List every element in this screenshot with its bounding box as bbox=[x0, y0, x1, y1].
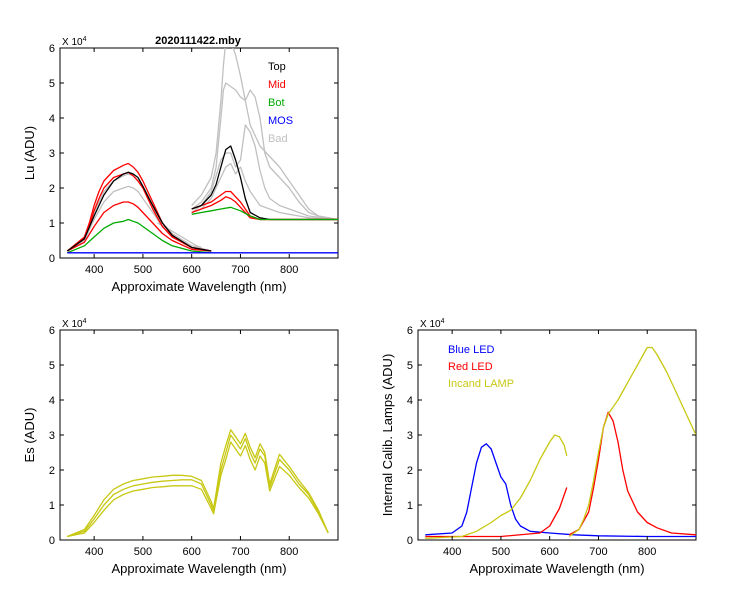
x-tick-label: 500 bbox=[492, 546, 510, 558]
chart-es: 400 500 600 700 800 0 1 2 3 4 5 6 X 104 Approximate W… bbox=[22, 318, 339, 576]
y-axis-label: Internal Calib. Lamps (ADU) bbox=[380, 354, 395, 517]
y-tick-label: 6 bbox=[407, 325, 413, 337]
series-line-bad bbox=[191, 162, 338, 221]
y-tick-label: 0 bbox=[407, 535, 413, 547]
y-tick-label: 6 bbox=[49, 325, 55, 337]
figure-title: 2020111422.mby bbox=[155, 35, 242, 47]
legend-entry-mid: Mid bbox=[268, 79, 286, 91]
y-exponent-power: 4 bbox=[441, 318, 445, 325]
x-tick-label: 400 bbox=[85, 546, 103, 558]
legend-entry-mos: MOS bbox=[268, 115, 293, 127]
y-tick-label: 3 bbox=[49, 430, 55, 442]
y-tick-label: 6 bbox=[49, 43, 55, 55]
x-tick-label: 600 bbox=[541, 546, 559, 558]
y-tick-label: 5 bbox=[49, 78, 55, 90]
series-line-bot bbox=[67, 218, 212, 254]
legend-entry-blue-led: Blue LED bbox=[448, 344, 495, 356]
y-axis-label: Lu (ADU) bbox=[22, 126, 37, 180]
y-exponent-label: X 104 bbox=[62, 36, 87, 48]
x-axis-label: Approximate Wavelength (nm) bbox=[111, 561, 286, 576]
y-tick-label: 4 bbox=[407, 395, 413, 407]
y-exponent-label: X 104 bbox=[420, 318, 445, 330]
x-tick-label: 400 bbox=[443, 546, 461, 558]
y-tick-label: 4 bbox=[49, 113, 55, 125]
legend-entry-top: Top bbox=[268, 61, 286, 73]
plot-frame bbox=[417, 329, 697, 541]
y-tick-label: 5 bbox=[407, 360, 413, 372]
series-line-es bbox=[67, 429, 329, 538]
y-tick-label: 3 bbox=[49, 148, 55, 160]
x-tick-label: 800 bbox=[280, 546, 298, 558]
legend-entry-incand-lamp: Incand LAMP bbox=[448, 378, 514, 390]
y-axis-label: Es (ADU) bbox=[22, 408, 37, 463]
x-tick-label: 700 bbox=[231, 264, 249, 276]
y-exponent-power: 4 bbox=[83, 318, 87, 325]
series-line-red-led bbox=[568, 411, 696, 536]
chart-lamps: 400 500 600 700 800 0 1 2 3 4 5 6 X 104 Approximate W… bbox=[380, 318, 697, 576]
series-line-incand-lamp bbox=[568, 346, 696, 538]
y-tick-label: 1 bbox=[49, 218, 55, 230]
y-exponent-label: X 104 bbox=[62, 318, 87, 330]
series-line-top bbox=[66, 171, 212, 252]
series-group bbox=[66, 48, 338, 254]
series-line-es bbox=[67, 441, 329, 538]
y-exponent-power: 4 bbox=[83, 36, 87, 43]
series-line-bot bbox=[191, 206, 338, 221]
chart-lu: 400 500 600 700 800 0 1 2 3 4 5 6 X 104 Approximate W… bbox=[22, 36, 339, 294]
y-tick-label: 5 bbox=[49, 360, 55, 372]
x-tick-label: 800 bbox=[280, 264, 298, 276]
x-tick-label: 500 bbox=[134, 264, 152, 276]
plot-frame bbox=[59, 329, 339, 541]
x-tick-label: 400 bbox=[85, 264, 103, 276]
y-tick-label: 2 bbox=[49, 465, 55, 477]
legend-entry-bot: Bot bbox=[268, 97, 285, 109]
x-tick-label: 500 bbox=[134, 546, 152, 558]
y-tick-label: 1 bbox=[49, 500, 55, 512]
y-tick-label: 1 bbox=[407, 500, 413, 512]
x-tick-label: 700 bbox=[589, 546, 607, 558]
series-line-es bbox=[67, 434, 329, 538]
y-tick-label: 3 bbox=[407, 430, 413, 442]
x-tick-label: 600 bbox=[183, 264, 201, 276]
y-tick-label: 4 bbox=[49, 395, 55, 407]
series-group bbox=[67, 429, 329, 538]
series-line-incand-lamp bbox=[425, 434, 568, 539]
x-tick-label: 600 bbox=[183, 546, 201, 558]
y-tick-label: 0 bbox=[49, 535, 55, 547]
series-line-bad bbox=[191, 82, 338, 221]
legend-entry-bad: Bad bbox=[268, 133, 288, 145]
y-tick-label: 2 bbox=[407, 465, 413, 477]
x-tick-label: 800 bbox=[638, 546, 656, 558]
legend-entry-red-led: Red LED bbox=[448, 361, 493, 373]
plot-frame bbox=[59, 47, 339, 259]
x-tick-label: 700 bbox=[231, 546, 249, 558]
series-line-bad bbox=[191, 124, 338, 221]
series-line-bad bbox=[157, 222, 202, 249]
x-axis-label: Approximate Wavelength (nm) bbox=[469, 561, 644, 576]
series-line-mid bbox=[67, 201, 212, 252]
y-tick-label: 0 bbox=[49, 253, 55, 265]
series-line-bad bbox=[191, 48, 338, 221]
x-axis-label: Approximate Wavelength (nm) bbox=[111, 279, 286, 294]
y-tick-label: 2 bbox=[49, 183, 55, 195]
series-line-blue-led bbox=[425, 443, 696, 538]
